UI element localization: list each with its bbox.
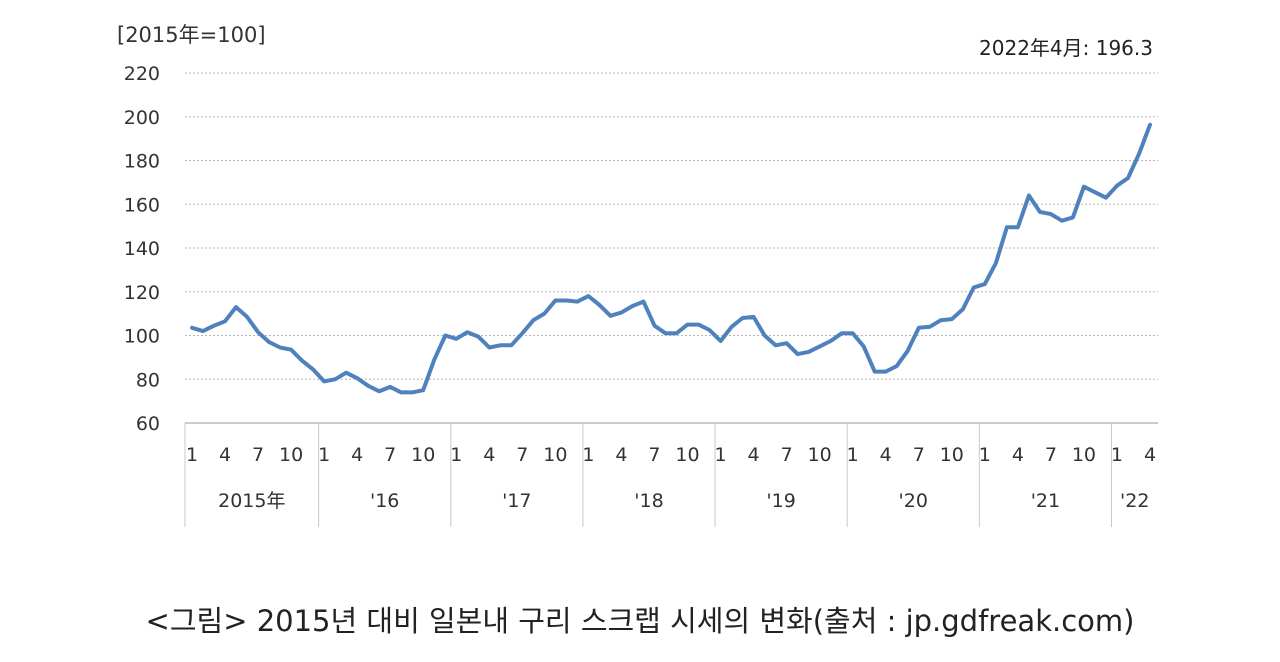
y-axis-unit-label: [2015年=100] [117,23,266,47]
series-line [190,122,1152,395]
x-month-tick-label: 4 [351,444,363,466]
x-month-tick-label: 7 [516,444,528,466]
x-month-tick-label: 10 [808,444,832,466]
x-month-tick-label: 1 [186,444,198,466]
x-month-tick-label: 7 [781,444,793,466]
x-year-label: '19 [766,490,795,512]
x-month-tick-label: 4 [1144,444,1156,466]
x-month-tick-label: 4 [1012,444,1024,466]
y-tick-label: 140 [124,238,160,260]
x-month-tick-label: 7 [913,444,925,466]
y-tick-label: 60 [136,413,160,435]
x-year-label: '17 [502,490,531,512]
x-month-tick-label: 10 [940,444,964,466]
x-month-tick-label: 10 [543,444,567,466]
x-month-tick-label: 10 [675,444,699,466]
x-year-label: '22 [1120,490,1149,512]
y-tick-label: 220 [124,63,160,85]
x-month-tick-label: 4 [483,444,495,466]
x-month-tick-label: 1 [1111,444,1123,466]
x-year-label: '21 [1031,490,1060,512]
x-month-tick-label: 1 [582,444,594,466]
y-tick-labels: 60 80 100 120 140 160 180 200 220 [124,63,160,435]
x-year-label: 2015年 [218,490,285,512]
x-year-labels: 2015年 '16 '17 '18 '19 '20 '21 '22 [218,490,1149,512]
x-month-tick-label: 10 [411,444,435,466]
x-month-tick-label: 7 [1045,444,1057,466]
y-tick-label: 180 [124,151,160,173]
series-layer [190,122,1152,395]
x-month-tick-label: 1 [450,444,462,466]
x-month-tick-label: 4 [615,444,627,466]
x-month-tick-label: 1 [979,444,991,466]
x-month-tick-label: 1 [318,444,330,466]
y-tick-label: 100 [124,326,160,348]
x-month-tick-label: 1 [715,444,727,466]
y-tick-label: 80 [136,369,160,391]
x-month-tick-label: 4 [748,444,760,466]
x-month-tick-label: 7 [384,444,396,466]
axes [184,422,1158,527]
y-tick-label: 120 [124,282,160,304]
x-month-tick-label: 1 [847,444,859,466]
x-year-label: '20 [899,490,928,512]
x-month-tick-label: 10 [279,444,303,466]
x-month-tick-labels: 1 4 7 10 1 4 7 10 1 4 7 10 1 4 7 10 1 4 7 10 1 4 7 10 1 4 7 10 1 4 [186,444,1156,466]
x-year-label: '16 [370,490,399,512]
x-month-tick-label: 10 [1072,444,1096,466]
x-month-tick-label: 4 [219,444,231,466]
y-tick-label: 200 [124,107,160,129]
x-month-tick-label: 7 [252,444,264,466]
latest-value-annotation: 2022年4月: 196.3 [979,36,1153,60]
x-month-tick-label: 4 [880,444,892,466]
x-year-label: '18 [634,490,663,512]
y-tick-label: 160 [124,194,160,216]
figure-caption: <그림> 2015년 대비 일본내 구리 스크랩 시세의 변화(출처 : jp.… [145,604,1135,638]
x-month-tick-label: 7 [648,444,660,466]
